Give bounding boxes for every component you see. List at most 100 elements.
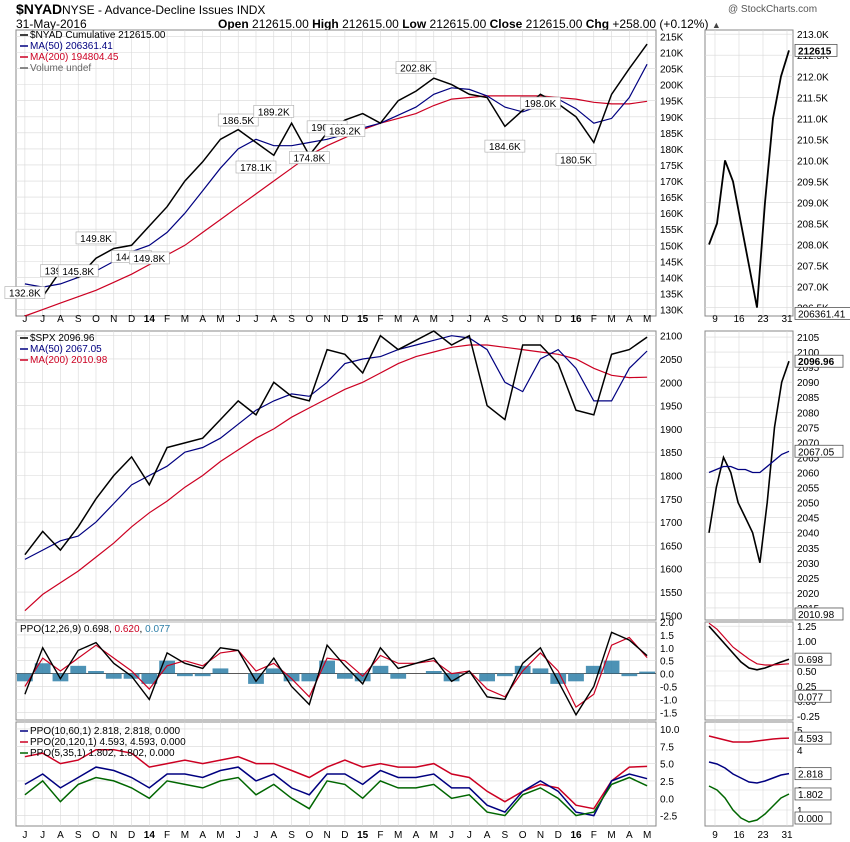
detail-y-tick-label: 2105 xyxy=(797,333,820,344)
spx-ma50-value: 2067.05 xyxy=(798,447,835,458)
nyad-last-value-box xyxy=(794,43,838,57)
y-tick-label: 1800 xyxy=(660,472,683,483)
y-tick-label: 1900 xyxy=(660,425,683,436)
annotation-box xyxy=(520,96,561,110)
ppo-histogram-bar xyxy=(479,673,495,682)
ppo-histogram-bar xyxy=(639,671,655,674)
y-tick-label: 1600 xyxy=(660,565,683,576)
detail-y-tick-label: 210.5K xyxy=(797,135,829,146)
x-tick-label: A xyxy=(199,830,206,841)
x-tick-label: 16 xyxy=(570,830,582,841)
detail-spx-line xyxy=(708,360,790,563)
x-tick-label: A xyxy=(57,830,64,841)
ppo-10-60-line xyxy=(24,766,648,817)
x-tick-label: J xyxy=(236,314,241,325)
x-tick-label: A xyxy=(626,314,633,325)
detail-ppo20-line xyxy=(708,735,790,743)
x-tick-label: A xyxy=(270,830,277,841)
x-tick-label: A xyxy=(484,830,491,841)
x-tick-label: M xyxy=(181,830,189,841)
detail-y-tick-label: 2095 xyxy=(797,363,820,374)
spx-ma200-line xyxy=(24,344,648,612)
ppo-histogram-bar xyxy=(603,660,620,674)
detail-y-tick-label: 2065 xyxy=(797,453,820,464)
up-triangle-icon: ▲ xyxy=(711,20,721,30)
detail-x-tick-label: 9 xyxy=(712,830,718,841)
ppo-histogram-bar xyxy=(550,673,567,684)
x-tick-label: S xyxy=(502,830,509,841)
x-tick-label: A xyxy=(484,314,491,325)
x-tick-label: O xyxy=(519,830,527,841)
x-tick-label: N xyxy=(323,314,330,325)
y-tick-label: 1750 xyxy=(660,495,683,506)
spx-line xyxy=(24,330,648,556)
x-tick-label: M xyxy=(181,314,189,325)
panel-frame-ppo3 xyxy=(15,721,657,827)
legend-label: PPO(20,120,1) 4.593, 4.593, 0.000 xyxy=(30,737,186,748)
x-tick-label: J xyxy=(22,830,27,841)
annotation-box xyxy=(129,251,170,265)
ppo-histogram-bar xyxy=(443,673,460,682)
x-tick-label: M xyxy=(643,314,651,325)
annotation-label: 174.8K xyxy=(293,154,325,165)
x-tick-label: J xyxy=(40,830,45,841)
detail-x-tick-label: 23 xyxy=(757,830,769,841)
annotation-box xyxy=(484,139,526,153)
detail-x-tick-label: 23 xyxy=(757,314,769,325)
ppo-legend-part: 0.698 xyxy=(84,624,109,635)
detail-y-tick-label: 0.50 xyxy=(797,667,817,678)
annotation-box xyxy=(289,151,330,164)
y-tick-label: 2100 xyxy=(660,332,683,343)
x-tick-label: 14 xyxy=(144,314,156,325)
x-tick-label: M xyxy=(216,314,224,325)
annotation-label: 186.5K xyxy=(222,116,254,127)
quote-summary: Open 212615.00 High 212615.00 Low 212615… xyxy=(218,17,721,31)
y-tick-label: 0.5 xyxy=(660,657,674,668)
x-tick-label: M xyxy=(216,830,224,841)
y-tick-label: -1.5 xyxy=(660,708,678,719)
x-tick-label: M xyxy=(430,830,438,841)
x-tick-label: N xyxy=(537,314,544,325)
brand-logo: @ StockCharts.com xyxy=(728,4,818,15)
ppo-histogram-bar xyxy=(337,673,353,679)
x-tick-label: F xyxy=(591,830,597,841)
detail-frame-ppo3 xyxy=(704,721,794,827)
ppo-histogram-bar xyxy=(568,673,584,682)
annotation-label: 178.1K xyxy=(240,163,272,174)
detail-y-tick-label: 1.25 xyxy=(797,622,817,633)
detail-y-tick-label: 207.0K xyxy=(797,283,829,294)
detail-nyad-line xyxy=(708,50,790,308)
detail-y-tick-label: -0.25 xyxy=(797,712,820,723)
x-tick-label: D xyxy=(555,314,562,325)
legend-label: $SPX 2096.96 xyxy=(30,333,95,344)
ppo-20-120-line xyxy=(24,748,648,810)
y-tick-label: 1.5 xyxy=(660,631,674,642)
detail-x-tick-label: 16 xyxy=(733,830,745,841)
detail-y-tick-label: 207.5K xyxy=(797,262,829,273)
detail-y-tick-label: 212.0K xyxy=(797,72,829,83)
x-tick-label: 15 xyxy=(357,314,369,325)
x-tick-label: F xyxy=(591,314,597,325)
x-tick-label: M xyxy=(430,314,438,325)
annotation-label: 183.2K xyxy=(329,127,361,138)
detail-y-tick-label: 2070 xyxy=(797,438,820,449)
panel-frame-nyad xyxy=(15,29,657,317)
x-tick-label: D xyxy=(555,830,562,841)
ppo-histogram-bar xyxy=(301,673,318,682)
x-tick-label: J xyxy=(467,830,472,841)
x-tick-label: M xyxy=(394,314,402,325)
x-tick-label: N xyxy=(110,314,117,325)
ppo-histogram-bar xyxy=(212,668,229,674)
y-tick-label: 145K xyxy=(660,257,684,268)
x-tick-label: J xyxy=(449,830,454,841)
x-tick-label: A xyxy=(199,314,206,325)
detail-y-tick-label: 4 xyxy=(797,746,803,757)
ppo3-last-value-2-box xyxy=(794,787,832,801)
ppo3-last-value-1: 2.818 xyxy=(798,770,823,781)
x-tick-label: O xyxy=(305,314,313,325)
x-tick-label: D xyxy=(341,830,348,841)
detail-y-tick-label: 209.0K xyxy=(797,198,829,209)
high-label: High xyxy=(312,17,339,31)
